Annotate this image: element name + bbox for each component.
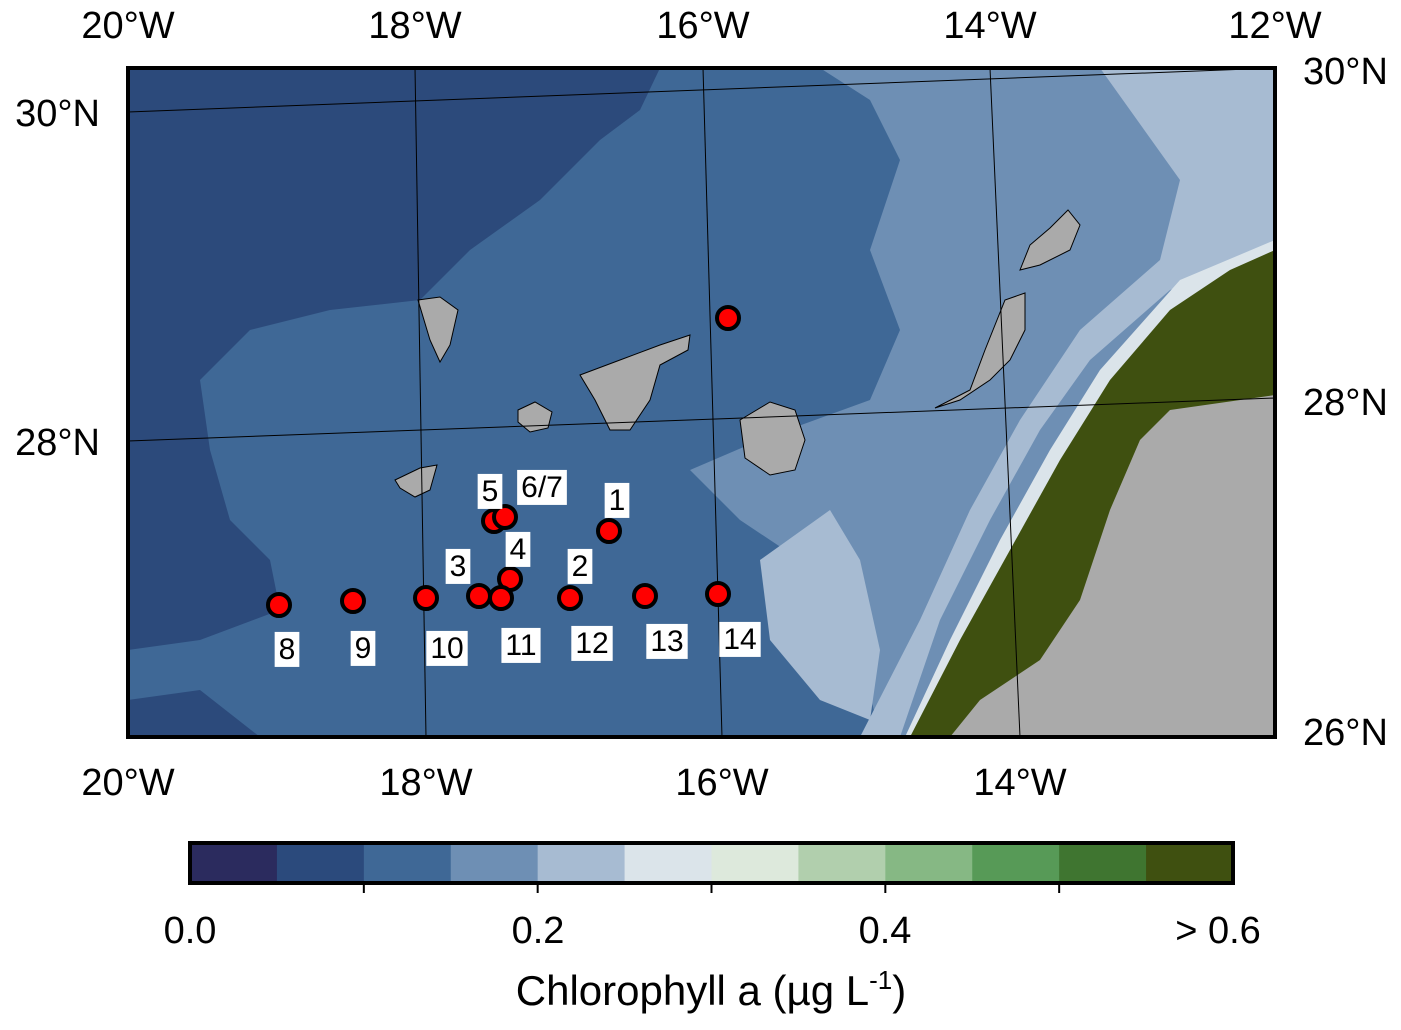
station-dot bbox=[413, 585, 439, 611]
station-dot bbox=[705, 581, 731, 607]
title-superscript: -1 bbox=[869, 965, 892, 995]
lon-label: 14°W bbox=[943, 5, 1036, 47]
station-label-box bbox=[445, 548, 471, 584]
lon-label: 20°W bbox=[81, 5, 174, 47]
station-label-box bbox=[567, 548, 593, 584]
station-label-text: 2 bbox=[572, 550, 589, 583]
colorbar-segment bbox=[1146, 843, 1234, 883]
station-dot bbox=[492, 504, 518, 530]
colorbar-segment bbox=[276, 843, 365, 883]
station-label-text: 1 bbox=[609, 484, 626, 517]
lon-label: 14°W bbox=[973, 762, 1066, 804]
station-dot bbox=[466, 583, 492, 609]
station-dot bbox=[596, 518, 622, 544]
colorbar-tick-label: 0.2 bbox=[512, 910, 565, 952]
bottom-axis: 20°W 18°W 16°W 14°W bbox=[81, 762, 1066, 804]
colorbar-segment bbox=[624, 843, 712, 883]
station-label: 6/7 bbox=[517, 469, 567, 505]
station-label: 9 bbox=[350, 630, 376, 666]
station-dot bbox=[715, 305, 741, 331]
station-label: 2 bbox=[567, 548, 593, 584]
colorbar-segment bbox=[885, 843, 973, 883]
lon-label: 18°W bbox=[368, 5, 461, 47]
station-label: 5 bbox=[477, 473, 503, 509]
station-label: 8 bbox=[274, 631, 300, 667]
colorbar bbox=[190, 843, 1234, 893]
station-label-text: 13 bbox=[650, 625, 683, 658]
station-label-box bbox=[477, 473, 503, 509]
lon-label: 18°W bbox=[379, 762, 472, 804]
top-axis: 20°W 18°W 16°W 14°W 12°W bbox=[81, 5, 1321, 47]
colorbar-segment bbox=[1059, 843, 1147, 883]
lat-label: 30°N bbox=[1303, 51, 1388, 93]
colorbar-title: Chlorophyll a (µg L-1) bbox=[516, 965, 907, 1014]
station-label: 11 bbox=[501, 627, 541, 663]
station-label-box bbox=[517, 469, 567, 505]
station-label-box bbox=[604, 482, 630, 518]
station-label-box bbox=[274, 631, 300, 667]
station-label-text: 12 bbox=[575, 627, 608, 660]
station-label-text: 9 bbox=[355, 632, 372, 665]
colorbar-frame bbox=[188, 841, 1235, 885]
colorbar-segment bbox=[363, 843, 452, 883]
lat-label: 30°N bbox=[15, 93, 100, 135]
station-label-box bbox=[719, 621, 761, 657]
station-label-box bbox=[426, 630, 468, 666]
station-label-text: 5 bbox=[482, 475, 499, 508]
station-label-box bbox=[350, 630, 376, 666]
station-label: 10 bbox=[426, 630, 468, 666]
station-label-box bbox=[571, 625, 613, 661]
map-area bbox=[128, 68, 1275, 737]
station-dot bbox=[340, 588, 366, 614]
station-label-text: 14 bbox=[723, 623, 756, 656]
station-label-box bbox=[505, 531, 531, 567]
lat-label: 28°N bbox=[1303, 382, 1388, 424]
stations bbox=[266, 305, 741, 618]
station-label: 1 bbox=[604, 482, 630, 518]
station-dot bbox=[266, 592, 292, 618]
station-label: 3 bbox=[445, 548, 471, 584]
station-label: 4 bbox=[505, 531, 531, 567]
station-label-box bbox=[501, 627, 541, 663]
colorbar-segment bbox=[190, 843, 278, 883]
colorbar-segment bbox=[972, 843, 1060, 883]
station-label: 12 bbox=[571, 625, 613, 661]
title-text: Chlorophyll a (µg L bbox=[516, 967, 869, 1014]
lat-label: 26°N bbox=[1303, 712, 1388, 754]
station-label-text: 3 bbox=[450, 550, 467, 583]
station-label-box bbox=[646, 623, 688, 659]
title-end: ) bbox=[892, 967, 906, 1014]
station-dot bbox=[488, 585, 514, 611]
lon-label: 16°W bbox=[675, 762, 768, 804]
station-dot bbox=[557, 585, 583, 611]
station-label-text: 10 bbox=[430, 632, 463, 665]
map-frame bbox=[126, 66, 1277, 739]
station-label-text: 4 bbox=[510, 533, 527, 566]
station-label-text: 6/7 bbox=[521, 471, 563, 504]
station-label-text: 11 bbox=[505, 629, 536, 662]
colorbar-segment bbox=[537, 843, 626, 883]
colorbar-tick-label: 0.4 bbox=[859, 910, 912, 952]
colorbar-segment bbox=[798, 843, 886, 883]
station-label: 14 bbox=[719, 621, 761, 657]
colorbar-tick-label: > 0.6 bbox=[1175, 910, 1261, 952]
station-label-text: 8 bbox=[279, 633, 296, 666]
graticule bbox=[128, 68, 1275, 737]
colorbar-tick-label: 0.0 bbox=[164, 910, 217, 952]
station-dot bbox=[632, 583, 658, 609]
lon-label: 12°W bbox=[1228, 5, 1321, 47]
colorbar-segment bbox=[450, 843, 539, 883]
lon-label: 20°W bbox=[81, 762, 174, 804]
colorbar-segment bbox=[711, 843, 799, 883]
station-label: 13 bbox=[646, 623, 688, 659]
lon-label: 16°W bbox=[656, 5, 749, 47]
lat-label: 28°N bbox=[15, 422, 100, 464]
